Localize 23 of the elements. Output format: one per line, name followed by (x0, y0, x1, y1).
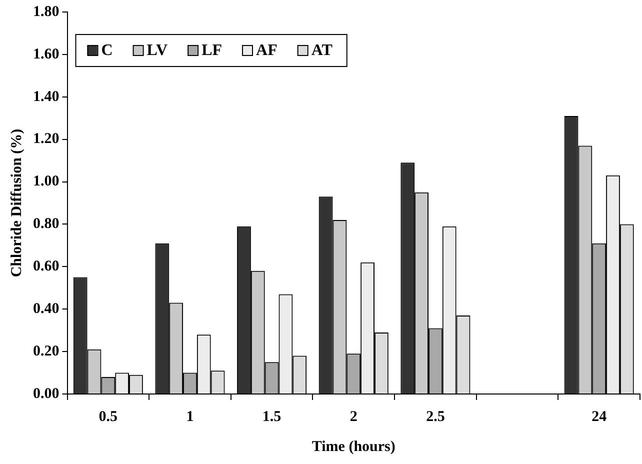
y-tick-label: 0.00 (33, 386, 60, 402)
legend-label: LV (146, 42, 168, 60)
y-tick-label: 1.20 (33, 131, 60, 148)
y-tick-label: 0.20 (33, 343, 60, 360)
y-tick-label: 0.40 (33, 300, 60, 317)
x-tick-label: 1 (186, 408, 194, 425)
x-tick-label: 1.5 (262, 408, 282, 425)
x-axis-title: Time (hours) (312, 438, 396, 455)
legend-label: C (101, 42, 113, 60)
legend-label: AF (256, 42, 278, 60)
y-tick-label: 1.80 (33, 4, 60, 20)
x-tick-label: 2 (350, 408, 358, 425)
x-tick-label: 24 (592, 408, 608, 425)
y-tick-label: 1.00 (33, 174, 60, 190)
y-axis-title: Chloride Diffusion (%) (8, 128, 25, 278)
legend-label: LF (202, 42, 222, 60)
x-tick-label: 0.5 (98, 408, 118, 425)
y-tick-label: 0.60 (33, 258, 60, 275)
legend-label: AT (311, 42, 333, 60)
x-tick-label: 2.5 (426, 408, 445, 425)
y-tick-label: 1.60 (33, 46, 60, 62)
y-tick-label: 1.40 (33, 88, 60, 105)
y-tick-label: 0.80 (33, 216, 60, 232)
